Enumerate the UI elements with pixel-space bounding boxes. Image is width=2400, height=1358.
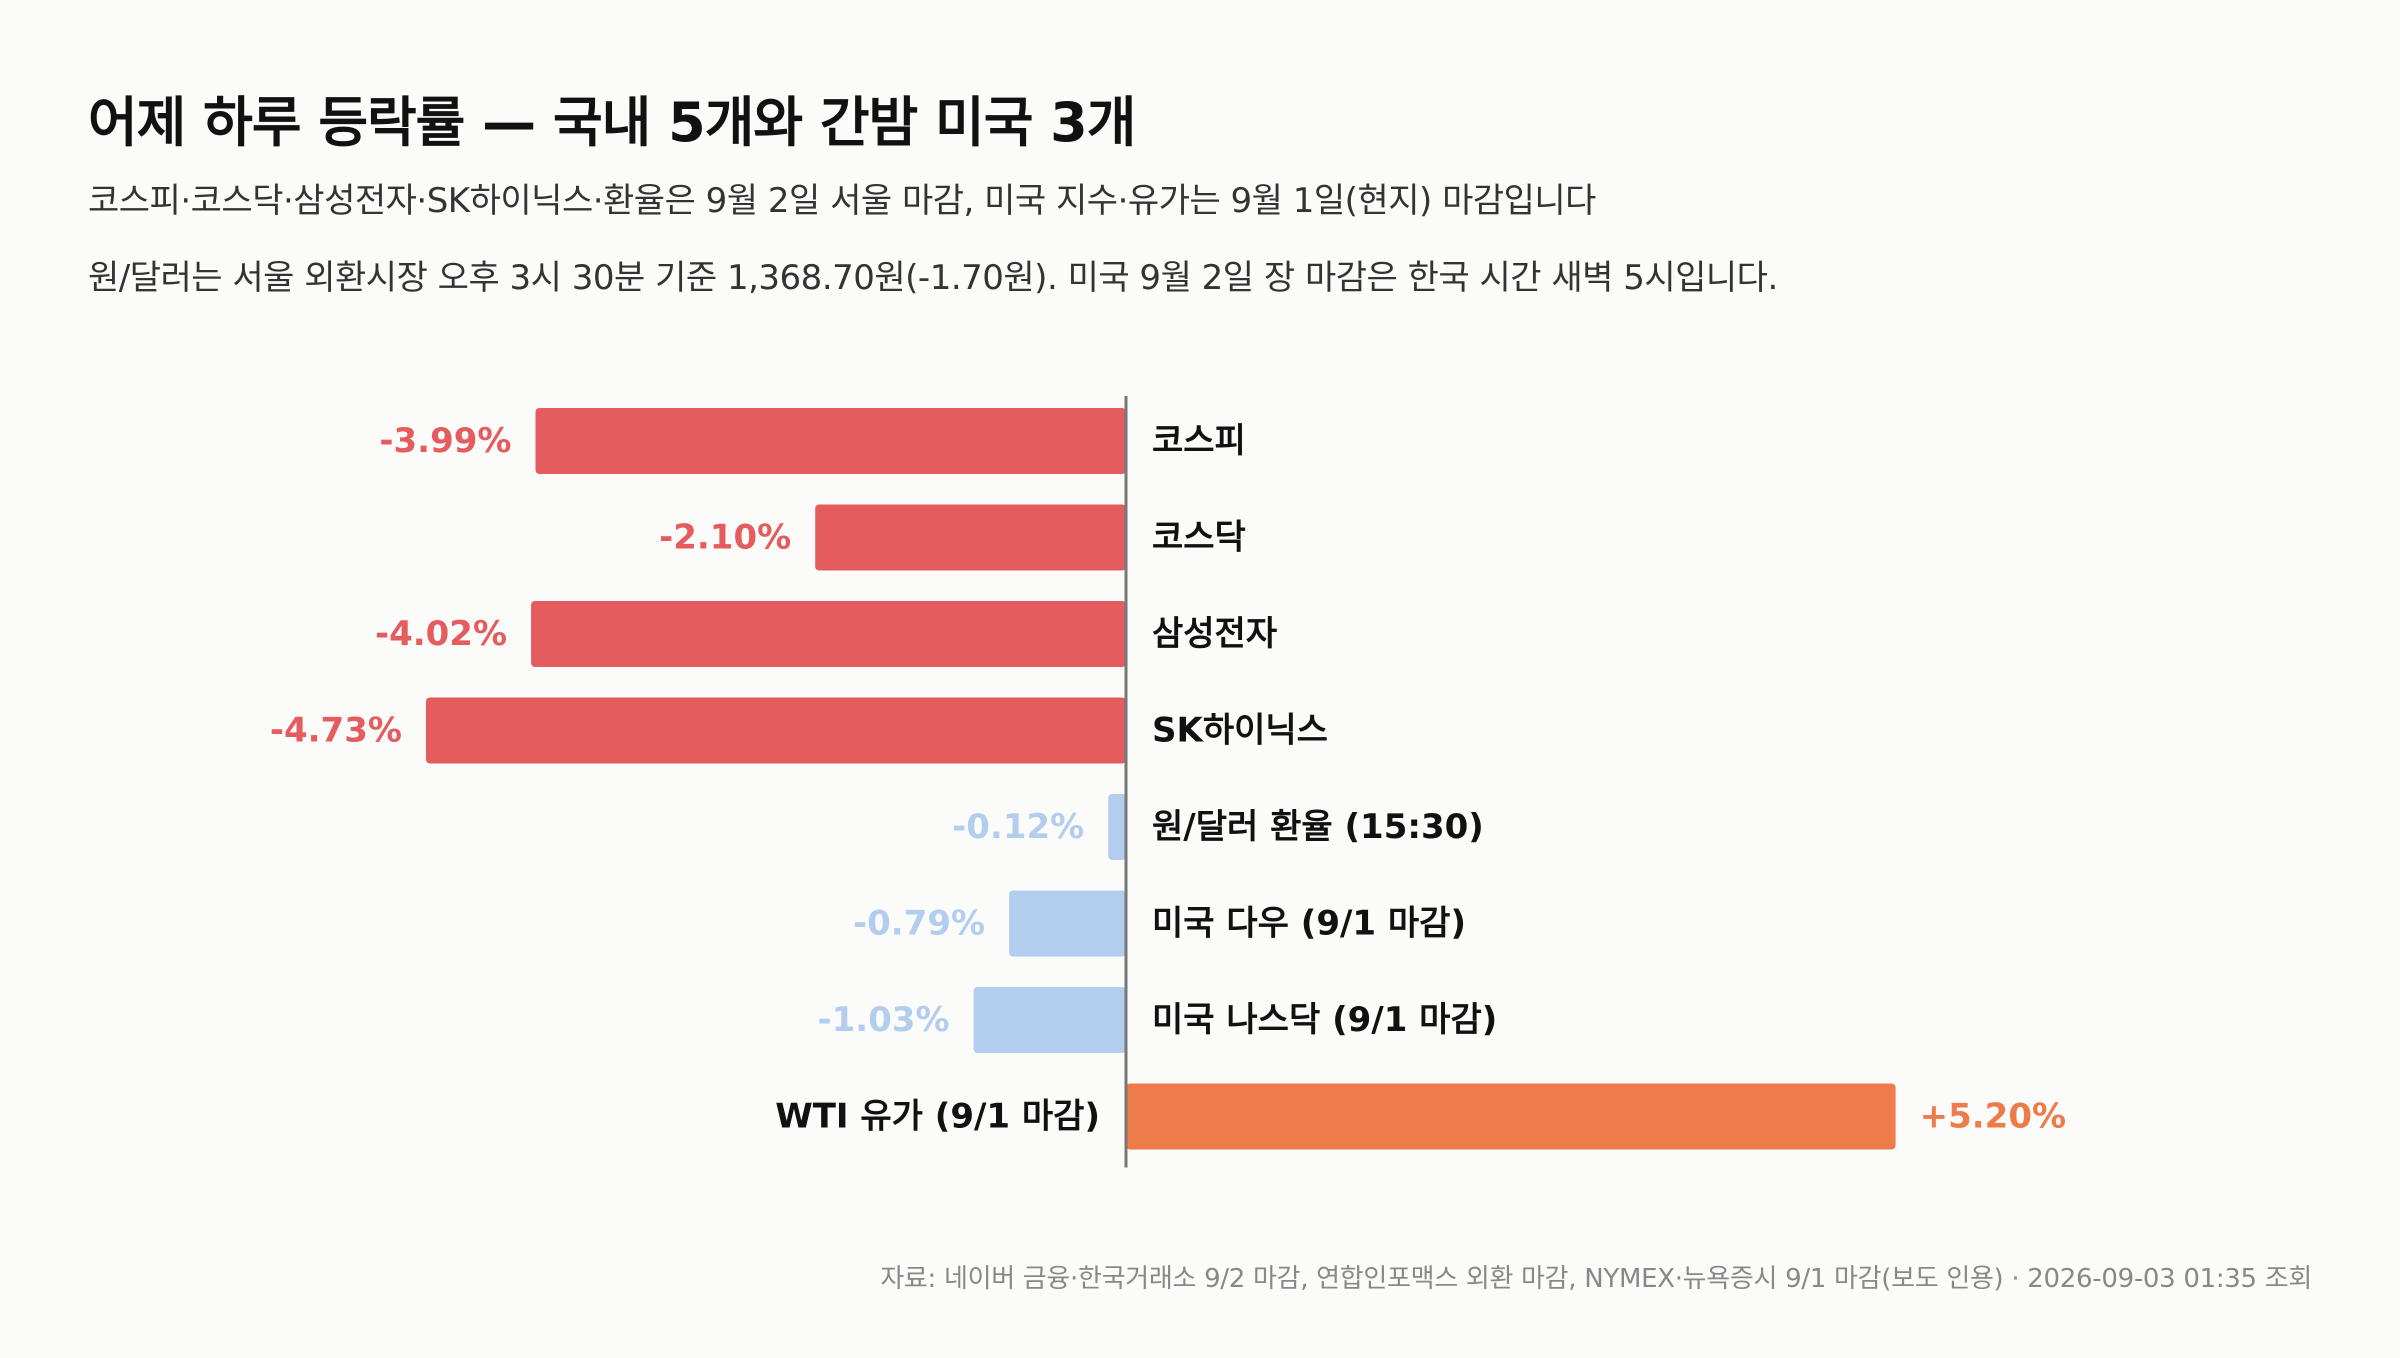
category-label-6: 미국 나스닥 (9/1 마감) (1152, 1000, 1497, 1040)
category-label-0: 코스피 (1152, 421, 1246, 461)
category-label-3: SK하이닉스 (1152, 711, 1328, 751)
value-label-0: -3.99% (379, 421, 511, 461)
category-label-1: 코스닥 (1152, 518, 1246, 558)
category-label-5: 미국 다우 (9/1 마감) (1152, 904, 1466, 944)
category-label-7: WTI 유가 (9/1 마감) (775, 1097, 1100, 1137)
category-label-4: 원/달러 환율 (15:30) (1152, 807, 1484, 847)
bar-3 (425, 697, 1127, 764)
value-label-4: -0.12% (952, 807, 1084, 847)
value-label-6: -1.03% (817, 1000, 949, 1040)
bar-6 (973, 987, 1126, 1053)
value-label-5: -0.79% (853, 904, 985, 944)
category-label-2: 삼성전자 (1152, 614, 1277, 654)
bar-1 (815, 504, 1126, 571)
source-footnote: 자료: 네이버 금융·한국거래소 9/2 마감, 연합인포맥스 외환 마감, N… (880, 1264, 2312, 1294)
value-label-1: -2.10% (659, 518, 791, 558)
bar-0 (535, 408, 1126, 474)
chart-title: 어제 하루 등락률 — 국내 5개와 간밤 미국 3개 (88, 91, 1136, 154)
bar-4 (1108, 794, 1126, 860)
bar-5 (1009, 890, 1126, 957)
value-label-3: -4.73% (270, 711, 402, 751)
bar-2 (531, 601, 1126, 667)
value-label-7: +5.20% (1920, 1097, 2066, 1137)
value-label-2: -4.02% (375, 614, 507, 654)
chart-subtitle-fx-note: 원/달러는 서울 외환시장 오후 3시 30분 기준 1,368.70원(-1.… (88, 258, 1778, 298)
bar-7 (1126, 1083, 1896, 1150)
chart-subtitle-dates: 코스피·코스닥·삼성전자·SK하이닉스·환율은 9월 2일 서울 마감, 미국 … (88, 181, 1596, 221)
